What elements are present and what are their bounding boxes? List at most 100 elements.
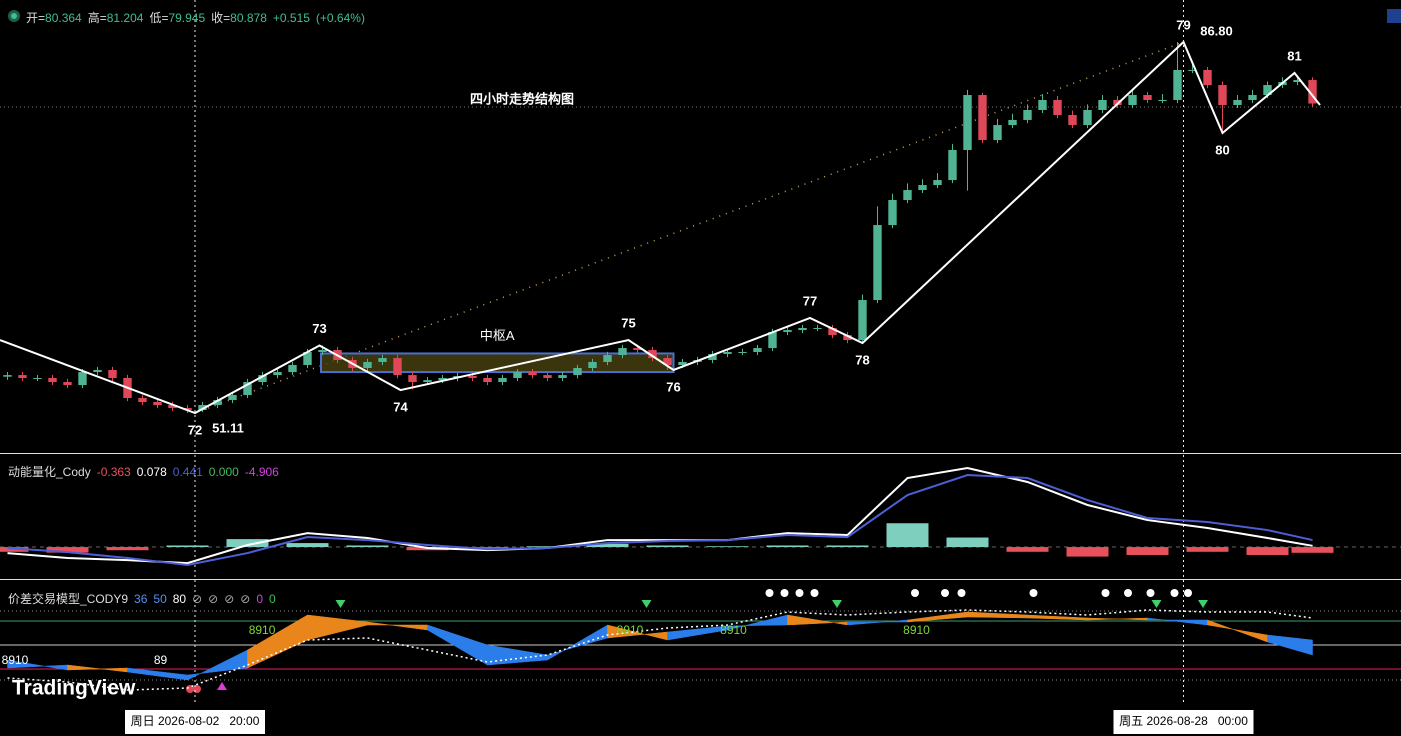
signal-marker <box>193 685 201 693</box>
signal-dot <box>911 589 919 597</box>
trend-line <box>194 41 1184 414</box>
candle-body <box>633 348 642 351</box>
candle-body <box>168 405 177 409</box>
crosshair-label-box <box>125 710 265 734</box>
histogram-bar <box>1186 547 1229 552</box>
candle-body <box>798 327 807 331</box>
histogram-bar <box>1291 547 1334 553</box>
indicator-readout: 价差交易模型_CODY9 36 50 80 ⊘ ⊘ ⊘ ⊘ 0 0 <box>8 590 282 607</box>
candle-body <box>678 361 687 365</box>
change-pct: (+0.64%) <box>315 11 365 25</box>
readout-value: ⊘ <box>240 592 251 606</box>
band-segment <box>487 644 548 666</box>
wave-label: 75 <box>621 315 635 330</box>
corner-button[interactable] <box>1387 9 1401 23</box>
histogram-bar <box>766 545 809 548</box>
wave-label: 78 <box>855 352 869 367</box>
candle-body <box>783 330 792 333</box>
candle-body <box>858 300 867 341</box>
histogram-bar <box>286 543 329 548</box>
wave-label: 76 <box>666 379 680 394</box>
candle-body <box>513 372 522 378</box>
marker-label: 8910 <box>249 623 276 637</box>
histogram-bar <box>1006 547 1049 552</box>
candle-body <box>3 375 12 377</box>
signal-dot <box>1029 589 1038 597</box>
candle-body <box>258 375 267 383</box>
pivot-box <box>320 352 675 374</box>
candle-body <box>708 353 717 360</box>
signal-dot <box>795 589 804 597</box>
candle-body <box>408 375 417 383</box>
histogram-bar <box>886 523 929 548</box>
candle-body <box>183 408 192 411</box>
band-segment <box>307 614 368 641</box>
candle-body <box>303 351 312 365</box>
readout-value: 0 <box>256 592 264 606</box>
ohlc-value: 79.945 <box>168 11 206 25</box>
histogram-bar <box>46 547 89 553</box>
signal-dot <box>1124 589 1132 597</box>
candle-body <box>813 327 822 329</box>
signal-dot <box>1101 589 1110 597</box>
extreme-label: 86.80 <box>1200 23 1233 38</box>
readout-value: ⊘ <box>224 592 235 606</box>
candle-body <box>1113 100 1122 105</box>
candle-body <box>1098 100 1107 110</box>
signal-triangle <box>1151 600 1162 608</box>
candle-body <box>993 125 1002 141</box>
candle-body <box>198 405 207 411</box>
signal-marker <box>217 682 227 690</box>
indicator-line <box>7 473 1313 566</box>
candle-body <box>318 350 327 352</box>
histogram-bar <box>226 539 269 548</box>
candle-body <box>723 351 732 354</box>
indicator-title: 价差交易模型_CODY9 <box>8 592 129 606</box>
candle-body <box>1308 80 1317 104</box>
candle-body <box>483 377 492 383</box>
candle-body <box>873 225 882 301</box>
candle-body <box>48 377 57 383</box>
signal-dot <box>780 589 789 597</box>
candle-body <box>603 355 612 362</box>
wave-label: 74 <box>393 399 408 414</box>
candle-body <box>1128 95 1137 105</box>
candle-body <box>573 368 582 376</box>
band-segment <box>1027 614 1088 621</box>
readout-value: 0.441 <box>172 465 203 479</box>
readout-value: 0.000 <box>208 465 239 479</box>
candle-body <box>78 372 87 386</box>
candle-body <box>948 150 957 181</box>
marker-label: 8910 <box>720 623 747 637</box>
readout-value: ⊘ <box>192 592 203 606</box>
wave-label: 80 <box>1215 142 1229 157</box>
indicator-readout: 动能量化_Cody -0.363 0.078 0.441 0.000 -4.906 <box>8 463 285 480</box>
candle-body <box>1173 69 1182 101</box>
crosshair-label: 周五 2026-08-28 00:00 <box>1119 714 1248 728</box>
candle-body <box>1068 114 1077 126</box>
candle-body <box>1203 69 1212 86</box>
candle-body <box>393 358 402 376</box>
candle-body <box>543 375 552 378</box>
histogram-bar <box>1246 547 1289 555</box>
candle-body <box>753 348 762 352</box>
crosshair-label: 周日 2026-08-02 20:00 <box>131 714 260 728</box>
candle-body <box>273 372 282 376</box>
histogram-bar <box>526 546 569 548</box>
wave-label: 72 <box>188 422 202 437</box>
candle-body <box>588 361 597 369</box>
candle-body <box>288 364 297 373</box>
candle-body <box>528 372 537 376</box>
candle-body <box>933 180 942 186</box>
wave-label: 77 <box>803 293 817 308</box>
ohlc-readout: 开=80.364 高=81.204 低=79.945 收=80.878 +0.515 (+… <box>26 9 371 26</box>
candle-body <box>378 358 387 362</box>
candle-body <box>33 377 42 379</box>
signal-triangle <box>1198 600 1208 608</box>
histogram-bar <box>826 545 869 548</box>
candle-body <box>108 369 117 378</box>
histogram-bar <box>946 537 989 548</box>
candle-body <box>1188 69 1197 71</box>
histogram-bar <box>106 547 149 551</box>
histogram-bar <box>346 545 389 548</box>
